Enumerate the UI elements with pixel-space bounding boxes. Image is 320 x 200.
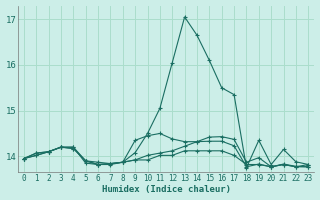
X-axis label: Humidex (Indice chaleur): Humidex (Indice chaleur) bbox=[101, 185, 231, 194]
